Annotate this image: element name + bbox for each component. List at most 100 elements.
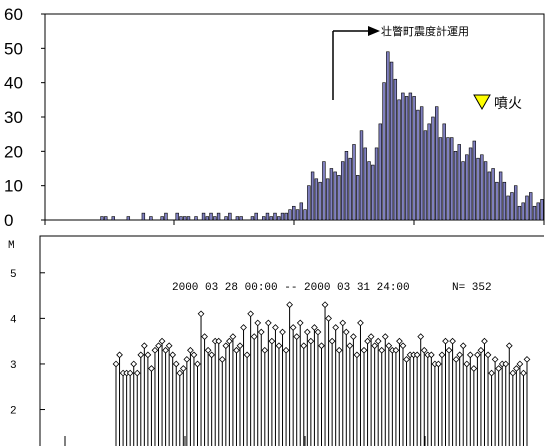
count-bar (284, 212, 288, 221)
magnitude-marker (133, 369, 141, 377)
magnitude-marker (452, 356, 460, 363)
count-bar (175, 212, 179, 221)
magnitude-marker (470, 365, 478, 372)
count-bar (254, 212, 258, 221)
count-bar (348, 157, 352, 221)
count-bar (329, 168, 334, 221)
count-bar (299, 202, 304, 221)
magnitude-marker (314, 328, 322, 336)
count-bar (465, 154, 469, 221)
count-bar (164, 212, 168, 221)
top-ytick-label: 40 (4, 74, 23, 93)
magnitude-marker (420, 346, 428, 354)
magnitude-marker (126, 369, 134, 377)
count-bar (419, 106, 424, 221)
magnitude-marker (435, 360, 442, 368)
magnitude-marker (226, 337, 233, 345)
magnitude-marker (243, 351, 251, 359)
magnitude-marker (204, 346, 212, 354)
magnitude-marker (463, 360, 471, 368)
magnitude-marker (392, 346, 400, 354)
top-ytick-label: 10 (4, 177, 23, 196)
magnitude-marker (236, 342, 244, 350)
magnitude-marker (162, 346, 169, 354)
magnitude-marker (328, 337, 336, 345)
count-bar (307, 185, 311, 221)
magnitude-marker (378, 346, 386, 354)
count-bar (457, 144, 461, 221)
magnitude-marker (321, 301, 329, 309)
magnitude-marker (208, 351, 216, 359)
magnitude-marker (346, 342, 354, 350)
count-bar (461, 161, 465, 221)
count-bar (427, 123, 431, 221)
count-bar (205, 216, 209, 221)
magnitude-marker (289, 324, 297, 331)
magnitude-marker (325, 315, 332, 322)
count-bar (476, 157, 480, 221)
magnitude-marker (240, 324, 247, 331)
count-bar (344, 151, 349, 221)
count-bar (149, 216, 153, 221)
annotation-arrow-label: 壮瞥町震度計運用 (381, 24, 469, 38)
magnitude-marker (442, 337, 449, 345)
count-bar (513, 185, 518, 221)
count-bar (536, 202, 540, 221)
magnitude-marker (155, 342, 162, 350)
count-bar (498, 171, 503, 221)
count-bar (213, 216, 217, 221)
magnitude-marker (449, 337, 456, 345)
magnitude-marker (279, 328, 286, 336)
magnitude-marker (374, 337, 382, 345)
count-bar (483, 161, 488, 221)
magnitude-marker (169, 351, 177, 359)
magnitude-marker (427, 351, 435, 359)
magnitude-marker (513, 365, 520, 372)
count-bar (431, 116, 435, 221)
count-bar (517, 205, 522, 221)
count-bar (322, 161, 326, 221)
magnitude-marker (140, 342, 148, 350)
magnitude-marker (254, 319, 262, 327)
magnitude-marker (474, 351, 481, 359)
magnitude-marker (165, 342, 173, 350)
magnitude-marker (183, 356, 191, 363)
count-bar (359, 130, 364, 221)
bottom-x-axis (64, 436, 426, 446)
magnitude-marker (364, 337, 371, 345)
count-bar (393, 78, 398, 221)
magnitude-marker (311, 324, 318, 331)
count-bar (450, 137, 454, 221)
magnitude-marker (222, 342, 230, 350)
count-bar (310, 171, 315, 221)
magnitude-marker (342, 328, 350, 336)
magnitude-marker (176, 369, 184, 377)
magnitude-marker (194, 360, 201, 368)
count-bar (303, 209, 307, 221)
count-bar (325, 178, 330, 221)
count-bar (179, 216, 183, 221)
magnitude-marker (296, 319, 304, 327)
count-bar (397, 99, 401, 221)
count-bar (472, 140, 477, 221)
annotation-arrowhead (368, 26, 380, 36)
bottom-ytick-label: 4 (10, 314, 17, 326)
magnitude-marker (456, 351, 464, 359)
magnitude-marker (318, 342, 325, 350)
magnitude-marker (247, 310, 255, 318)
count-bar (295, 209, 300, 221)
count-bar (356, 175, 360, 221)
magnitude-marker (385, 342, 393, 350)
magnitude-marker (491, 356, 499, 363)
magnitude-marker (516, 360, 524, 368)
count-label: N= 352 (452, 282, 492, 294)
magnitude-marker (357, 319, 364, 327)
count-bar (453, 151, 458, 221)
count-bar (239, 216, 243, 221)
magnitude-marker (272, 324, 279, 331)
magnitude-marker (335, 346, 343, 354)
magnitude-marker (417, 333, 425, 340)
magnitude-marker (130, 360, 138, 368)
magnitude-marker (484, 351, 492, 359)
count-bar (250, 216, 255, 221)
